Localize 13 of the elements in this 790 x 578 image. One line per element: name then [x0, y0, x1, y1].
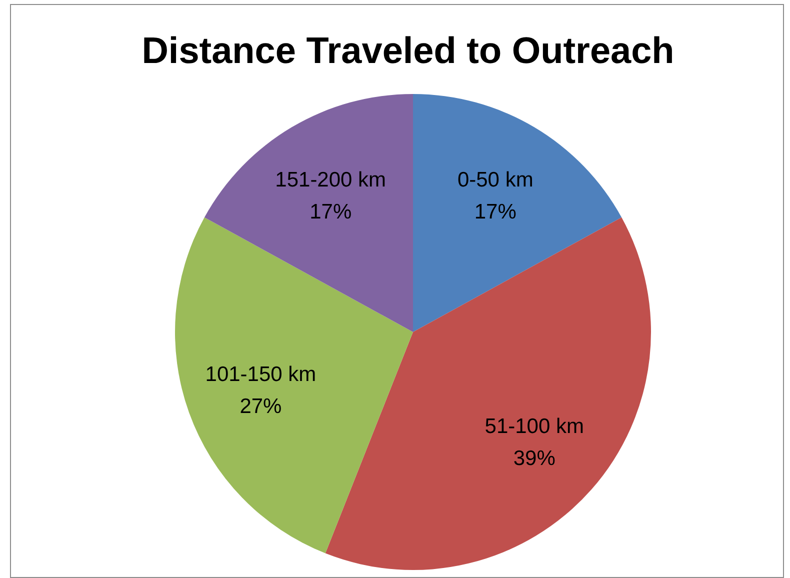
- pie-slice: [325, 217, 651, 570]
- slice-label: 51-100 km: [484, 415, 584, 438]
- data-label: 17%: [310, 200, 352, 224]
- pie-slice: [204, 94, 413, 332]
- slice-label: 101-150 km: [205, 362, 316, 386]
- data-label: 27%: [240, 394, 282, 418]
- pie-slice: [413, 94, 622, 332]
- pie-slice: [175, 217, 413, 554]
- chart-title: Distance Traveled to Outreach: [140, 30, 676, 72]
- slice-label: 151-200 km: [275, 168, 386, 192]
- slice-label: 0-50 km: [457, 168, 534, 192]
- data-label: 17%: [474, 200, 516, 224]
- data-label: 39%: [513, 447, 556, 470]
